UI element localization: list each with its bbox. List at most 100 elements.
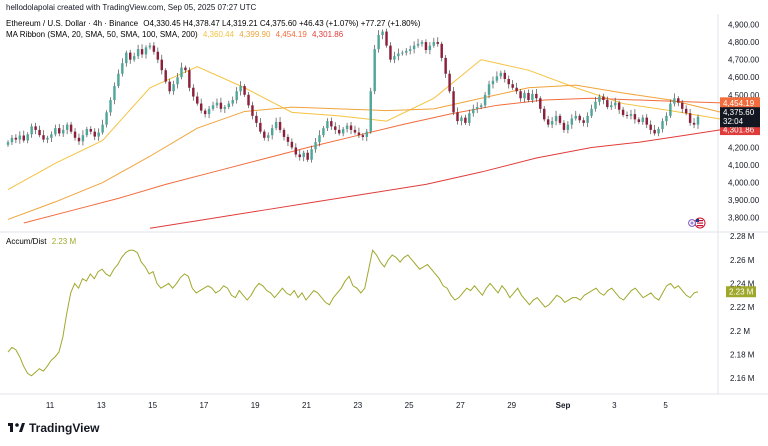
candle xyxy=(420,39,424,47)
event-flag-icon[interactable] xyxy=(694,217,706,229)
ohlc-values: O4,330.45 H4,378.47 L4,319.21 C4,375.60 … xyxy=(143,19,421,28)
accum-tick-label: 2.18 M xyxy=(730,350,755,359)
candle xyxy=(318,130,321,147)
candle xyxy=(606,96,609,110)
price-tick-label: 4,700.00 xyxy=(728,56,760,65)
candle xyxy=(460,115,463,126)
candle-body xyxy=(527,93,530,101)
candle xyxy=(282,127,286,141)
ma100-price-badge-bg xyxy=(720,97,760,109)
candle-body xyxy=(22,135,25,141)
candle-body xyxy=(117,73,120,86)
price-tick-label: 4,600.00 xyxy=(728,73,760,82)
candle xyxy=(188,67,191,92)
candle xyxy=(598,94,601,106)
candle-body xyxy=(54,128,57,135)
candle-body xyxy=(58,128,61,134)
price-tick-label: 4,500.00 xyxy=(728,91,760,100)
candlesticks xyxy=(6,28,700,163)
price-tick-label: 4,000.00 xyxy=(728,179,760,188)
candle xyxy=(211,101,215,111)
candle xyxy=(30,123,33,138)
candle xyxy=(97,128,100,141)
candle-body xyxy=(274,122,278,129)
candle-body xyxy=(345,125,349,130)
accum-tick-label: 2.24 M xyxy=(730,279,755,288)
candle-body xyxy=(475,107,479,109)
candle xyxy=(152,42,156,55)
candle-body xyxy=(519,91,522,99)
ma-value-100: 4,454.19 xyxy=(275,30,307,39)
ma-line-sma-200 xyxy=(149,129,722,229)
candle xyxy=(633,109,637,124)
candle-body xyxy=(641,117,645,122)
candle-body xyxy=(460,117,463,122)
candle-body xyxy=(562,122,566,130)
candle xyxy=(156,47,160,64)
candle-body xyxy=(617,102,621,110)
candle-body xyxy=(270,128,274,136)
candle-body xyxy=(681,102,684,109)
candle xyxy=(448,70,451,94)
last-price-badge-bg xyxy=(720,107,760,128)
candle-body xyxy=(448,73,451,92)
candle-body xyxy=(381,31,384,36)
candle xyxy=(507,75,510,89)
candle xyxy=(160,54,163,75)
candle xyxy=(117,69,120,89)
candle xyxy=(377,30,380,53)
candle-body xyxy=(121,63,124,74)
candle-body xyxy=(523,93,526,99)
candle-body xyxy=(337,129,341,134)
candle xyxy=(578,113,581,124)
candle-body xyxy=(377,35,380,50)
candle xyxy=(495,71,499,83)
candle-body xyxy=(661,121,664,130)
candle xyxy=(223,104,227,114)
candle xyxy=(373,44,376,95)
candle xyxy=(207,106,211,119)
candle-body xyxy=(582,120,585,123)
candle xyxy=(397,48,400,61)
candle-body xyxy=(649,124,652,130)
candle-body xyxy=(298,154,301,158)
candle xyxy=(65,122,69,135)
candle xyxy=(432,37,436,48)
candle xyxy=(440,41,443,62)
candle-body xyxy=(574,115,577,119)
candle xyxy=(235,87,238,104)
candle xyxy=(393,51,396,64)
candle-body xyxy=(625,114,629,116)
ma-value-50: 4,399.90 xyxy=(239,30,271,39)
candle xyxy=(523,90,526,103)
candle xyxy=(657,126,660,137)
time-tick-label: 5 xyxy=(663,401,668,410)
candle-body xyxy=(61,129,65,134)
candle-body xyxy=(168,81,171,92)
candle xyxy=(101,119,104,135)
candle xyxy=(298,149,301,161)
candle xyxy=(267,132,270,142)
candle-body xyxy=(361,135,365,137)
accum-tick-label: 2.28 M xyxy=(730,232,755,241)
candle xyxy=(629,109,633,120)
candle xyxy=(582,117,585,127)
ma-line-sma-20 xyxy=(7,59,722,191)
last-price-badge: 4,375.60 xyxy=(723,108,755,117)
candle-body xyxy=(26,134,29,141)
candle-body xyxy=(263,131,266,138)
add-event-icon[interactable] xyxy=(688,219,696,227)
candle xyxy=(294,143,298,158)
price-tick-label: 3,900.00 xyxy=(728,196,760,205)
candle-body xyxy=(365,131,369,137)
candle-body xyxy=(416,43,420,46)
accum-tick-label: 2.26 M xyxy=(730,256,755,265)
ma-line-sma-50 xyxy=(7,84,722,220)
candle xyxy=(637,117,641,125)
candle-body xyxy=(156,51,160,60)
candle xyxy=(357,127,361,138)
candle xyxy=(401,50,404,56)
candle-body xyxy=(247,94,250,106)
time-tick-label: 15 xyxy=(148,401,157,410)
